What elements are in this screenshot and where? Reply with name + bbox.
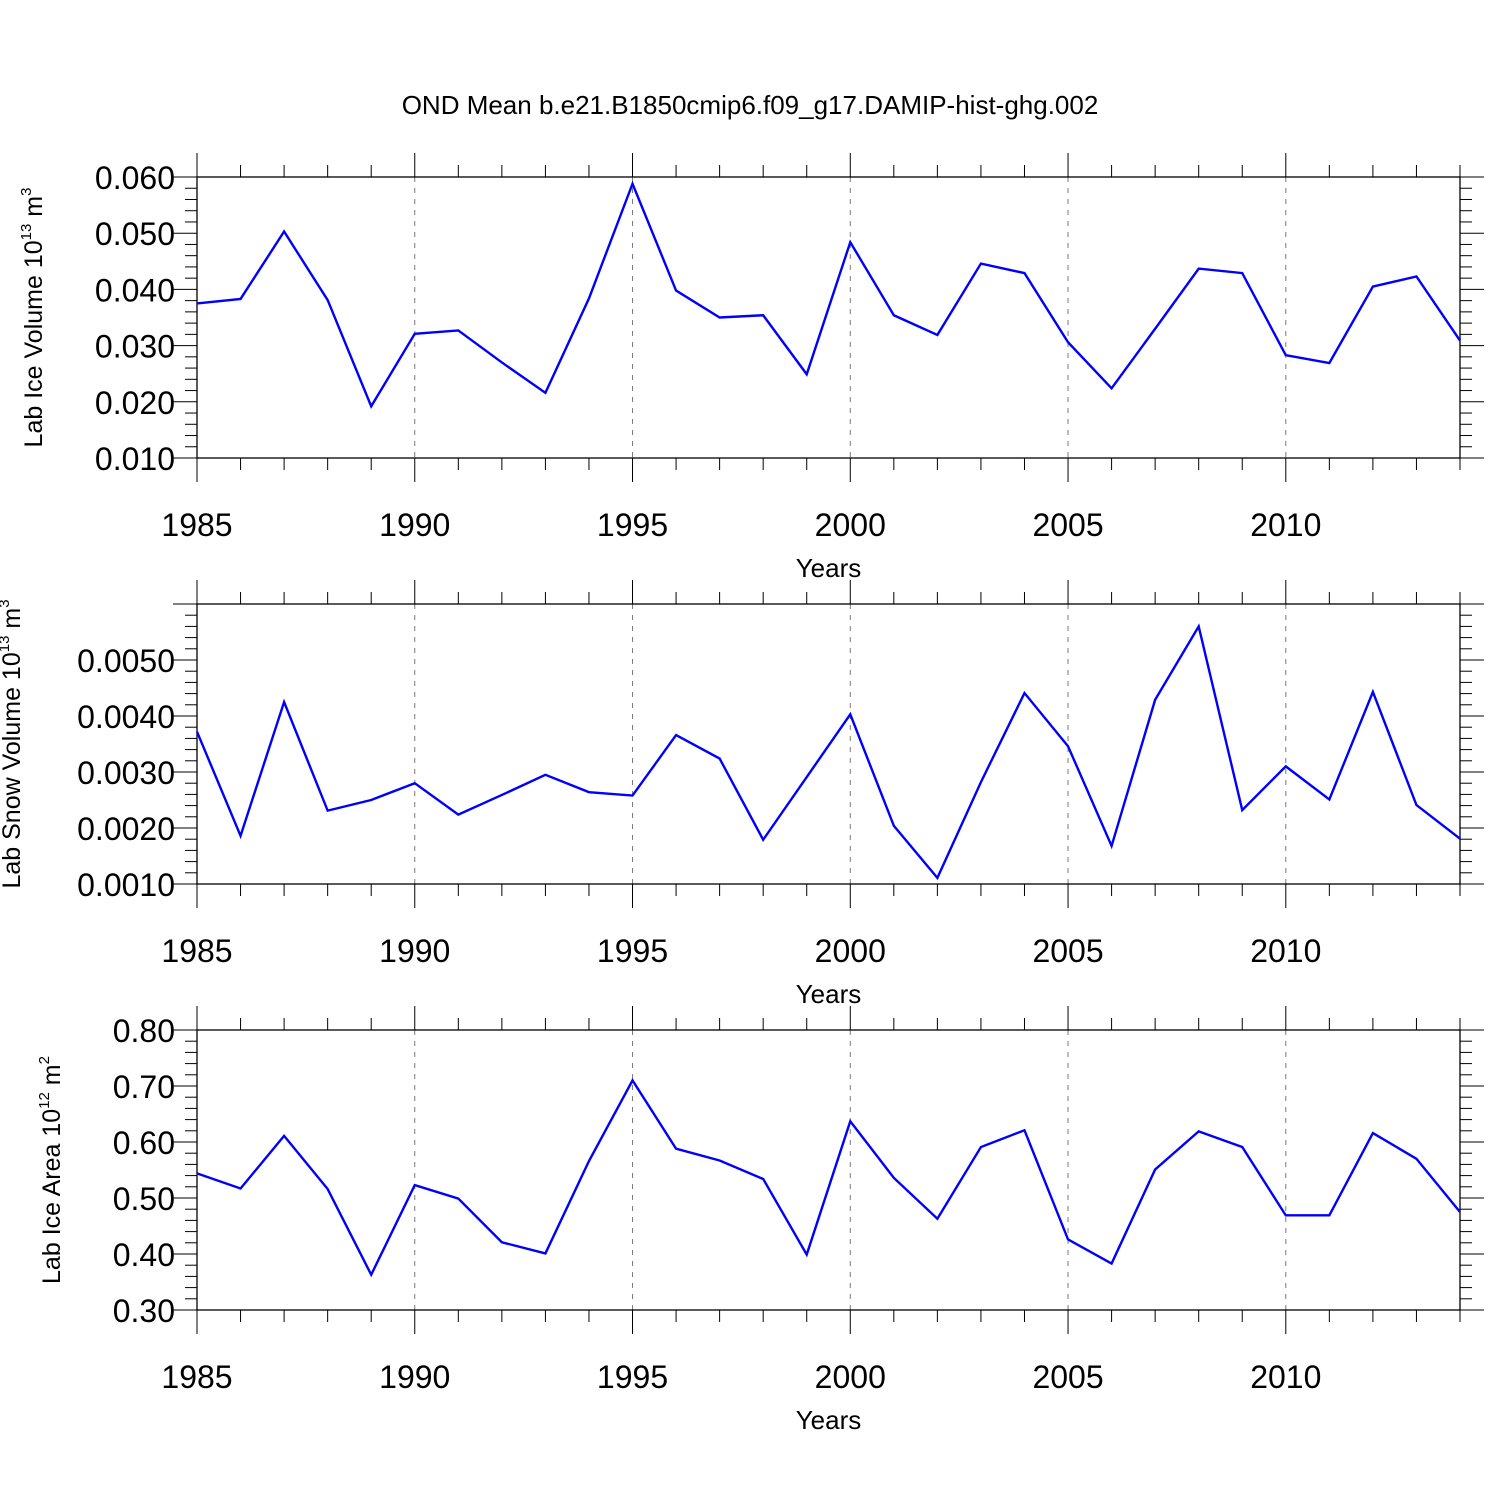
series-line <box>196 1078 1461 1278</box>
x-tick-label: 2000 <box>815 1359 886 1395</box>
y-tick-label: 0.0020 <box>77 811 175 847</box>
y-axis-label: Lab Ice Volume 1013 m3 <box>18 188 48 448</box>
y-tick-label: 0.0050 <box>77 643 175 679</box>
x-tick-label: 1990 <box>379 507 450 543</box>
series-line <box>195 623 1461 881</box>
x-axis-label: Years <box>796 1405 862 1435</box>
series-line <box>196 180 1461 409</box>
y-tick-label: 0.020 <box>95 385 175 421</box>
y-tick-label: 0.050 <box>95 216 175 252</box>
x-tick-label: 2000 <box>815 933 886 969</box>
x-tick-label: 2010 <box>1250 1359 1321 1395</box>
y-tick-label: 0.50 <box>113 1181 175 1217</box>
x-tick-label: 1990 <box>379 933 450 969</box>
y-tick-label: 0.80 <box>113 1013 175 1049</box>
plot-frame <box>196 1029 1461 1311</box>
x-tick-label: 2005 <box>1032 1359 1103 1395</box>
y-tick-label: 0.030 <box>95 329 175 365</box>
y-tick-label: 0.30 <box>113 1293 175 1329</box>
plot-frame <box>196 176 1461 459</box>
x-tick-label: 1995 <box>597 1359 668 1395</box>
y-tick-label: 0.040 <box>95 272 175 308</box>
x-tick-label: 1985 <box>161 1359 232 1395</box>
panels: 0.010 0.020 0.030 0.040 0.050 0.060 1985 1990 19… <box>0 153 1484 1435</box>
panel-2: 0.0010 0.0020 0.0030 0.0040 0.0050 1985 1990 19… <box>0 580 1484 1009</box>
y-tick-label: 0.70 <box>113 1069 175 1105</box>
y-tick-label: 0.060 <box>95 160 175 196</box>
x-tick-label: 2005 <box>1032 933 1103 969</box>
y-tick-label: 0.0030 <box>77 755 175 791</box>
figure-title: OND Mean b.e21.B1850cmip6.f09_g17.DAMIP-… <box>402 90 1099 120</box>
y-tick-label: 0.40 <box>113 1237 175 1273</box>
y-tick-label: 0.0040 <box>77 699 175 735</box>
x-tick-label: 2010 <box>1250 507 1321 543</box>
plot-frame <box>196 603 1461 885</box>
panel-3: 0.30 0.40 0.50 0.60 0.70 0.80 1985 1990 1995 2000… <box>36 1006 1484 1435</box>
panel-1: 0.010 0.020 0.030 0.040 0.050 0.060 1985 1990 19… <box>18 153 1484 583</box>
y-tick-label: 0.010 <box>95 441 175 477</box>
x-tick-label: 2010 <box>1250 933 1321 969</box>
y-tick-label: 0.0010 <box>77 867 175 903</box>
x-axis-label: Years <box>796 979 862 1009</box>
y-axis-label: Lab Ice Area 1012 m2 <box>36 1056 66 1284</box>
x-tick-label: 1995 <box>597 933 668 969</box>
x-tick-label: 1990 <box>379 1359 450 1395</box>
x-tick-label: 2005 <box>1032 507 1103 543</box>
x-tick-label: 2000 <box>815 507 886 543</box>
x-tick-label: 1995 <box>597 507 668 543</box>
x-axis-label: Years <box>796 553 862 583</box>
x-tick-label: 1985 <box>161 933 232 969</box>
y-axis-label: Lab Snow Volume 1013 m3 <box>0 599 26 888</box>
x-tick-label: 1985 <box>161 507 232 543</box>
y-tick-label: 0.60 <box>113 1125 175 1161</box>
